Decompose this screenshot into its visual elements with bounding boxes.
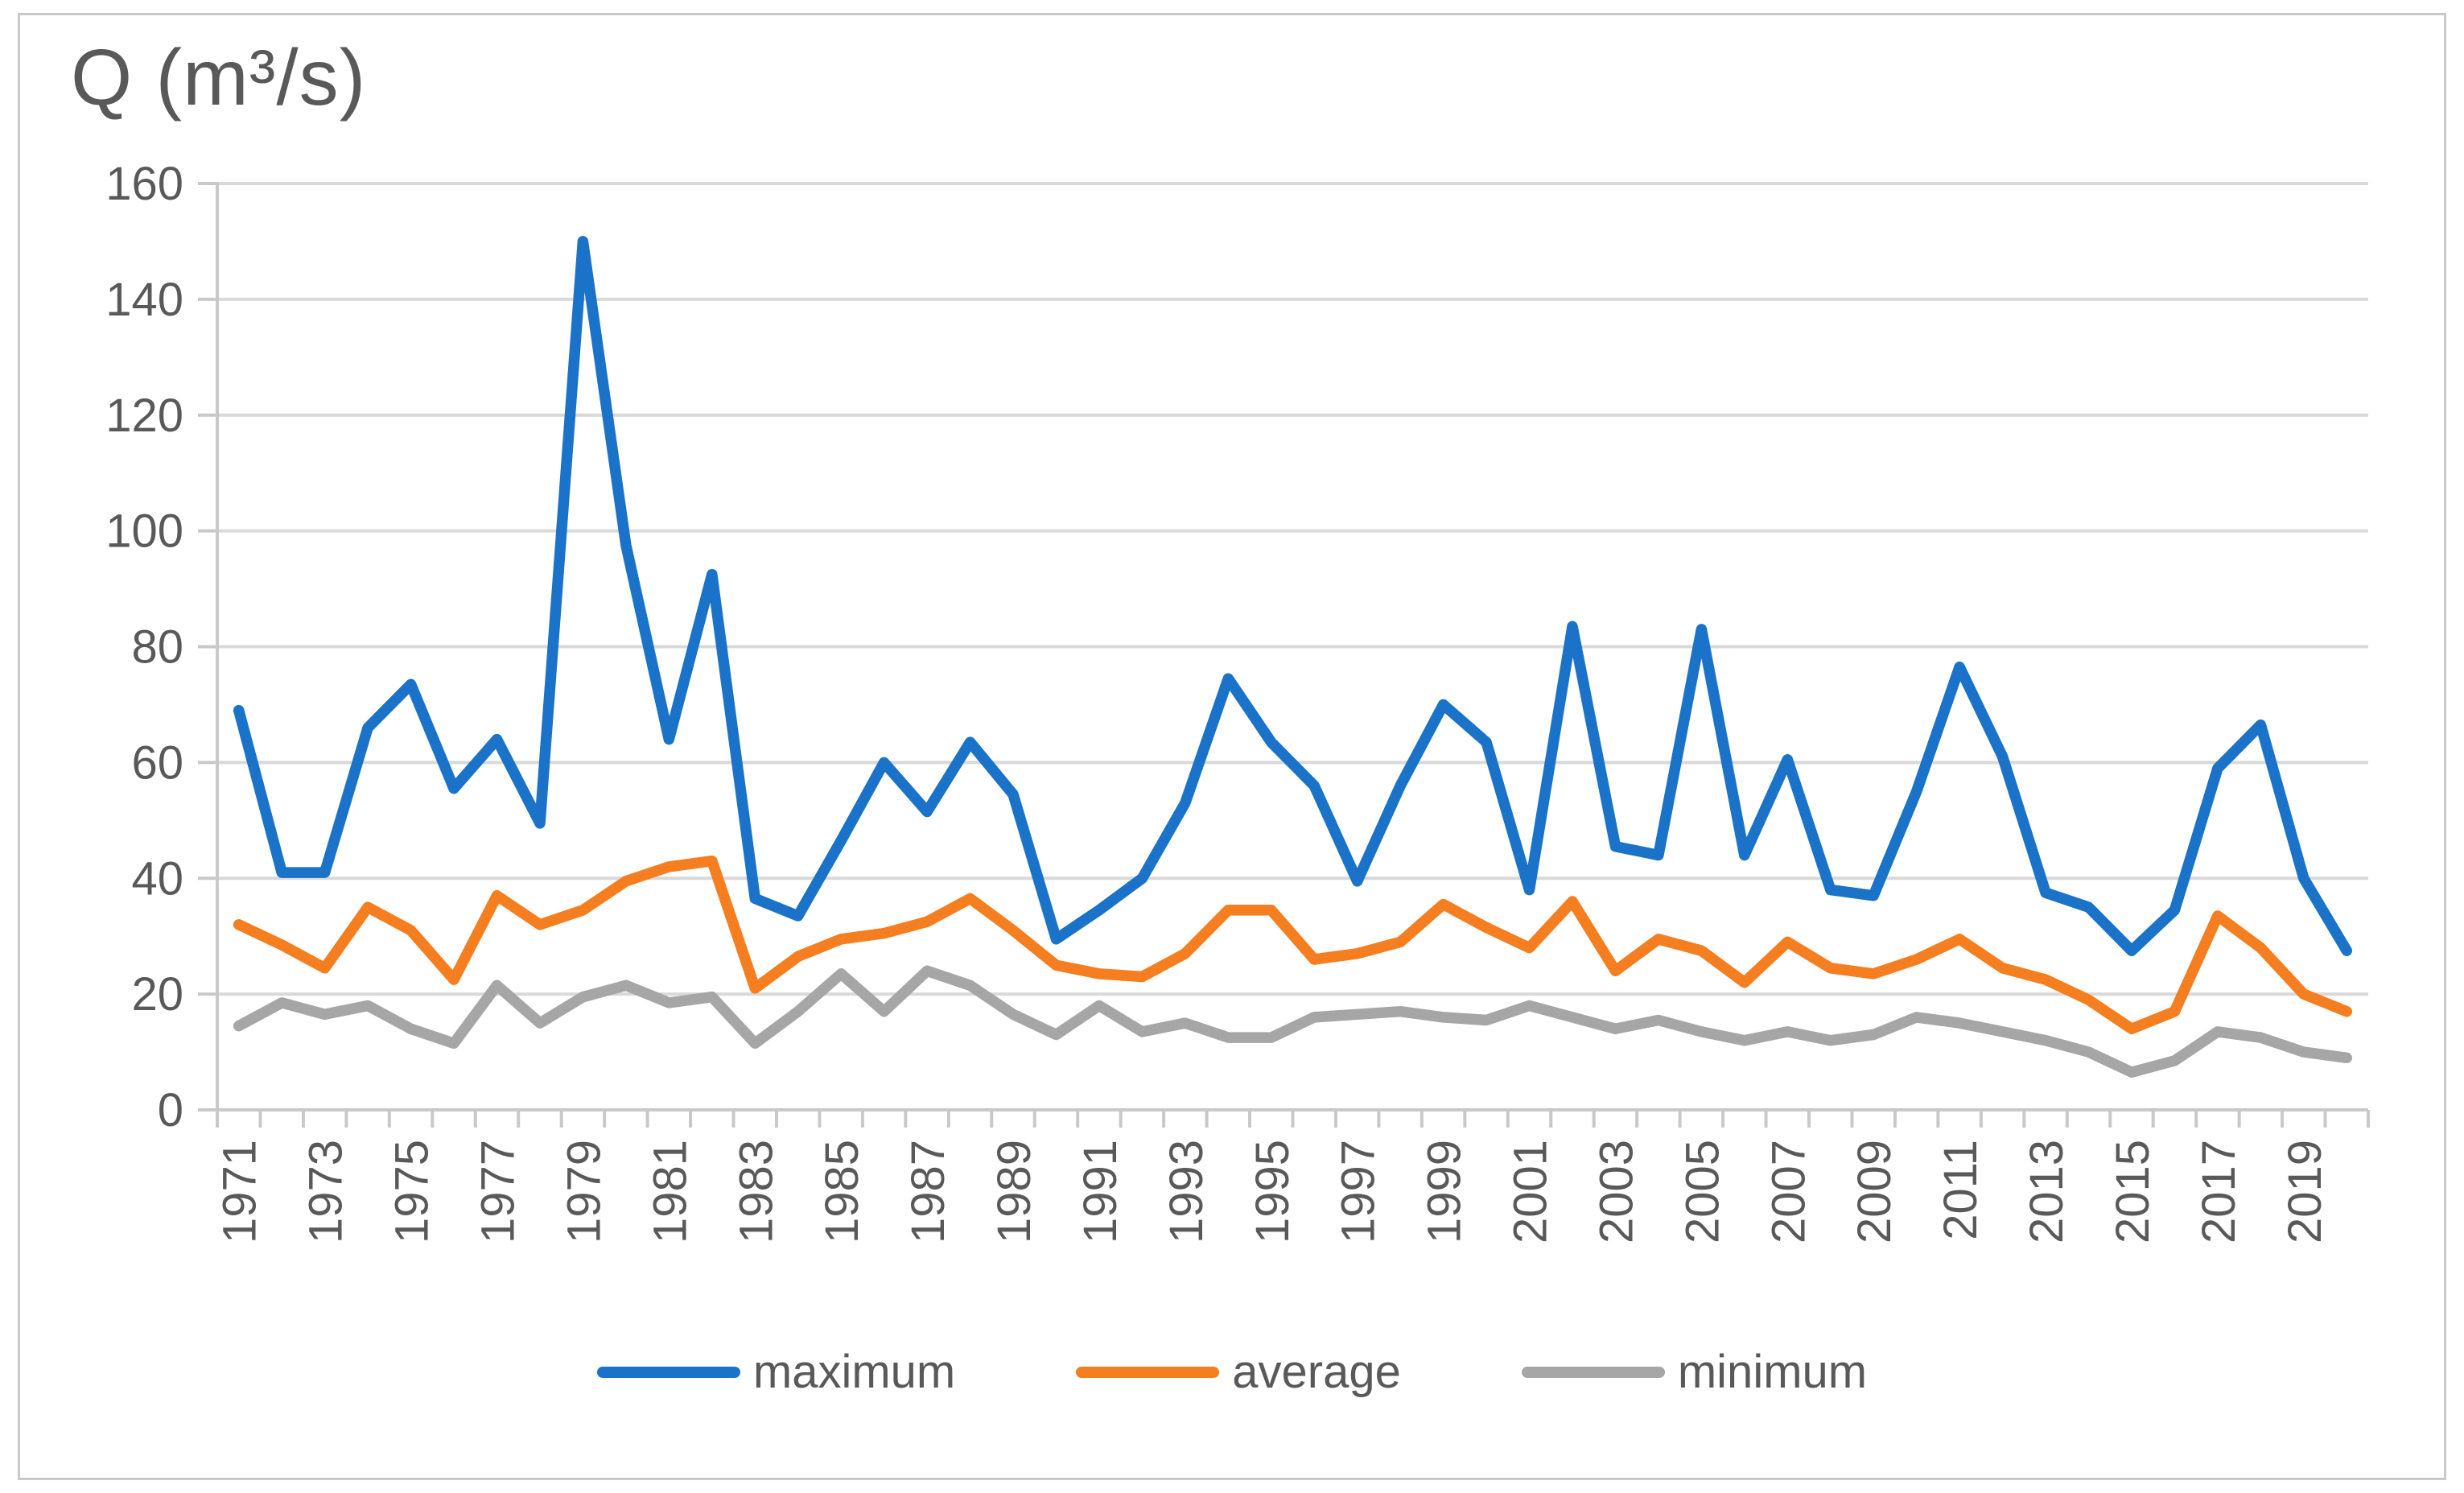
x-axis-tick-label: 1973 [300,1140,352,1243]
chart-title: Q (m³/s) [71,33,367,122]
y-axis-tick-label: 0 [158,1084,183,1136]
x-axis-tick-label: 1987 [902,1140,954,1243]
y-axis-tick-label: 60 [131,736,183,789]
x-axis-tick-label: 2001 [1505,1140,1557,1243]
x-axis-tick-label: 2003 [1590,1140,1642,1243]
y-axis-tick-label: 120 [105,390,183,442]
legend-label-minimum: minimum [1677,1346,1868,1398]
x-axis-tick-label: 1999 [1419,1140,1471,1243]
y-axis-tick-label: 100 [105,505,183,558]
x-axis-tick-label: 1981 [644,1140,696,1243]
legend: maximum average minimum [0,1349,2464,1396]
y-axis-tick-label: 160 [105,158,183,210]
legend-item-average: average [1076,1349,1401,1396]
legend-label-maximum: maximum [752,1346,956,1398]
legend-item-maximum: maximum [596,1346,956,1398]
y-axis-tick-label: 80 [131,621,183,674]
x-axis-tick-label: 2011 [1935,1140,1987,1240]
legend-item-minimum: minimum [1521,1346,1868,1398]
series-line-average [233,855,2353,1035]
x-axis-tick-label: 1995 [1246,1140,1299,1243]
x-axis-tick-label: 1985 [816,1140,868,1243]
x-axis-tick-label: 2019 [2279,1140,2331,1243]
y-axis-tick-label: 40 [131,852,183,905]
legend-swatch-maximum-icon [596,1367,740,1378]
x-axis-tick-label: 1993 [1160,1140,1213,1243]
chart-frame [18,13,2446,1480]
x-axis-tick-label: 2017 [2193,1140,2245,1243]
x-axis-tick-label: 1971 [214,1140,266,1243]
x-axis-tick-label: 2013 [2021,1140,2073,1243]
y-axis-tick-label: 140 [105,274,183,326]
x-axis-tick-label: 2007 [1762,1140,1815,1243]
legend-swatch-average-icon [1076,1367,1220,1378]
x-axis-tick-label: 1975 [386,1140,439,1243]
legend-swatch-minimum-icon [1521,1367,1665,1378]
y-axis-tick-label: 20 [131,968,183,1021]
x-axis-tick-label: 1989 [988,1140,1040,1243]
x-axis-tick-label: 2009 [1848,1140,1901,1243]
x-axis-tick-label: 2015 [2107,1140,2159,1243]
x-axis-tick-label: 1991 [1074,1140,1127,1243]
x-axis-tick-label: 1977 [472,1140,524,1243]
legend-label-average: average [1232,1346,1401,1398]
x-axis-tick-label: 1983 [730,1140,782,1243]
x-axis-tick-label: 1979 [558,1140,610,1243]
x-axis-tick-label: 2005 [1676,1140,1729,1243]
x-axis-tick-label: 1997 [1333,1140,1385,1243]
series-line-maximum [233,236,2353,956]
series-line-minimum [233,965,2353,1078]
